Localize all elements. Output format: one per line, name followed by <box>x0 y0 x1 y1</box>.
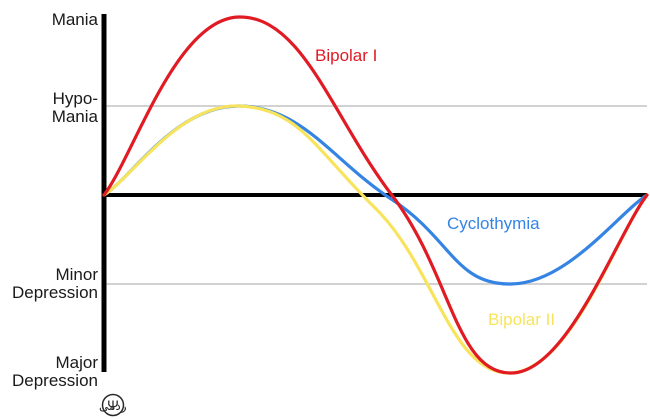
watermark-logo-icon <box>101 393 125 417</box>
series-label: Bipolar II <box>488 310 555 329</box>
y-tick-label: Mania <box>52 10 99 29</box>
y-tick-label: Minor Depression <box>12 265 98 302</box>
watermark: Ψ دانشنامه روانشناسی مردمی <box>2 392 126 418</box>
series-label: Cyclothymia <box>447 214 540 233</box>
watermark-text: دانشنامه روانشناسی مردمی <box>99 399 126 414</box>
y-tick-label-line: Major <box>55 353 98 372</box>
y-tick-label-line: Minor <box>55 265 98 284</box>
y-tick-label: Major Depression <box>12 353 98 390</box>
y-tick-label-line: Depression <box>12 371 98 390</box>
series-line-bipolar-i <box>102 15 649 375</box>
y-tick-label-line: Depression <box>12 283 98 302</box>
y-tick-label-line: Mania <box>52 107 99 126</box>
y-tick-label: Hypo-Mania <box>52 89 99 126</box>
y-tick-label-line: Mania <box>52 10 99 29</box>
series-label: Bipolar I <box>315 46 377 65</box>
y-tick-label-line: Hypo- <box>53 89 98 108</box>
watermark-logo-glyph: Ψ <box>107 397 119 413</box>
